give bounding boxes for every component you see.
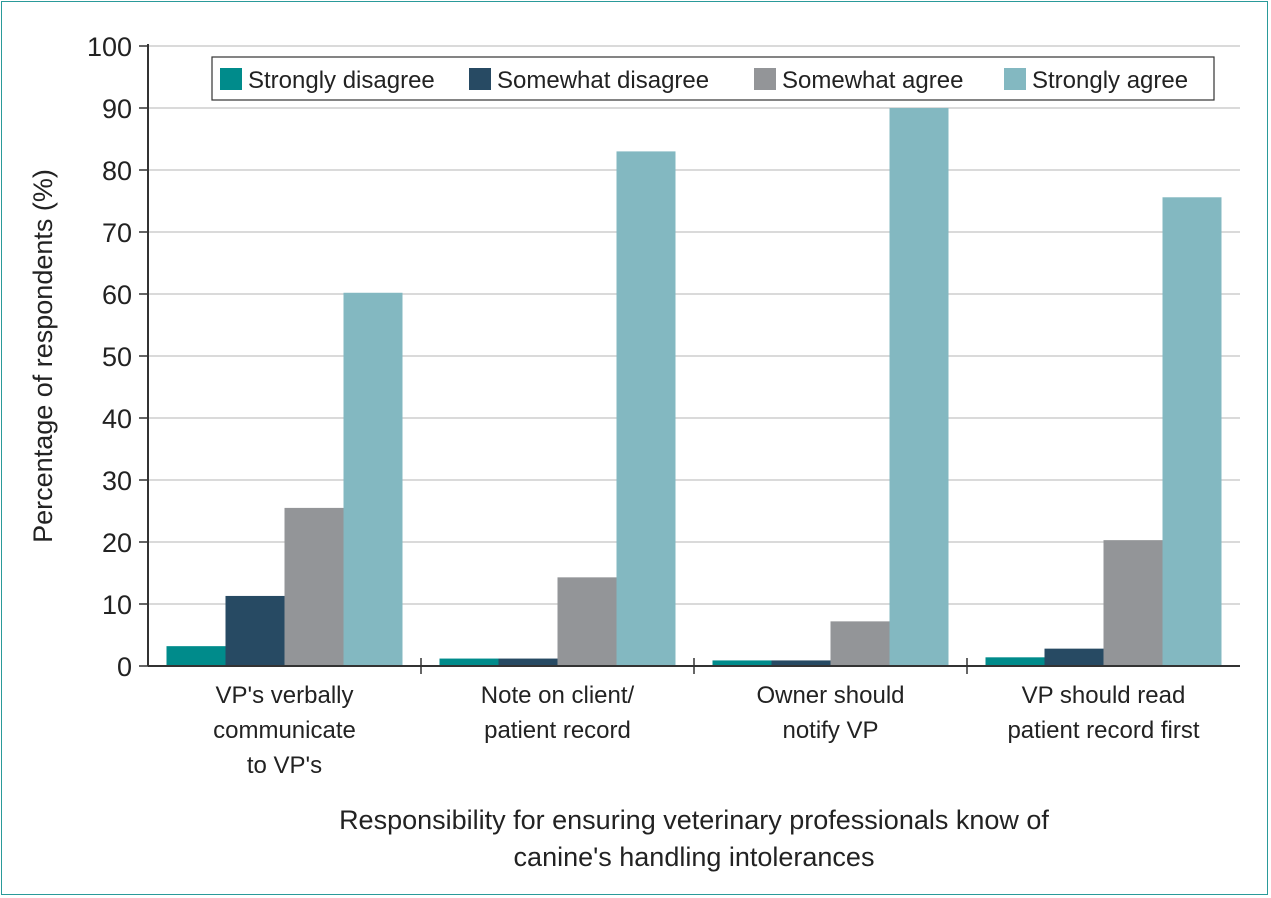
bar [439,658,499,666]
y-tick-label: 90 [102,94,132,124]
legend-label: Somewhat agree [782,67,963,94]
y-tick-label: 20 [102,528,132,558]
bar [889,108,949,666]
category-label: patient record first [1007,717,1199,744]
y-tick-label: 70 [102,218,132,248]
legend-swatch [1004,68,1026,90]
x-axis-label: Responsibility for ensuring veterinary p… [339,805,1049,872]
y-tick-label: 100 [87,32,132,62]
bar [771,660,831,666]
bar [1103,540,1163,666]
bar [343,292,403,666]
legend-label: Strongly disagree [248,67,435,94]
bar [985,657,1045,666]
bar [830,621,890,666]
y-tick-label: 60 [102,280,132,310]
category-label: Owner should [756,682,904,709]
y-axis-label: Percentage of respondents (%) [28,169,58,543]
category-label: Note on client/ [481,682,635,709]
category-label: communicate [213,717,356,744]
y-tick-labels: 0 10 20 30 40 50 60 70 80 90 100 [87,32,132,682]
category-label: patient record [484,717,631,744]
legend-swatch [220,68,242,90]
bar [284,507,344,666]
bar [616,151,676,666]
legend-label: Somewhat disagree [497,67,709,94]
y-tick-label: 40 [102,404,132,434]
y-tick-label: 50 [102,342,132,372]
y-tick-label: 0 [117,652,132,682]
y-tick-label: 30 [102,466,132,496]
bar [712,660,772,666]
category-label: VP should read [1022,682,1186,709]
x-axis-label-line: canine's handling intolerances [514,842,875,872]
bar [166,646,226,666]
category-label: notify VP [782,717,878,744]
category-label: to VP's [247,752,322,779]
legend: Strongly disagree Somewhat disagree Somewh… [211,56,1215,101]
bars [166,108,1222,666]
x-axis-label-line: Responsibility for ensuring veterinary p… [339,805,1049,835]
y-tick-label: 10 [102,590,132,620]
axes [139,44,1240,674]
category-label: VP's verbally [216,682,354,709]
bar [1044,648,1104,666]
bar [557,577,617,666]
legend-box [211,56,1215,101]
y-tick-label: 80 [102,156,132,186]
bar [225,595,285,666]
legend-label: Strongly agree [1032,67,1188,94]
bar [498,658,558,666]
legend-swatch [469,68,491,90]
legend-swatch [754,68,776,90]
category-labels: VP's verbally communicate to VP's Note on c… [213,682,1200,779]
bar [1162,197,1222,666]
